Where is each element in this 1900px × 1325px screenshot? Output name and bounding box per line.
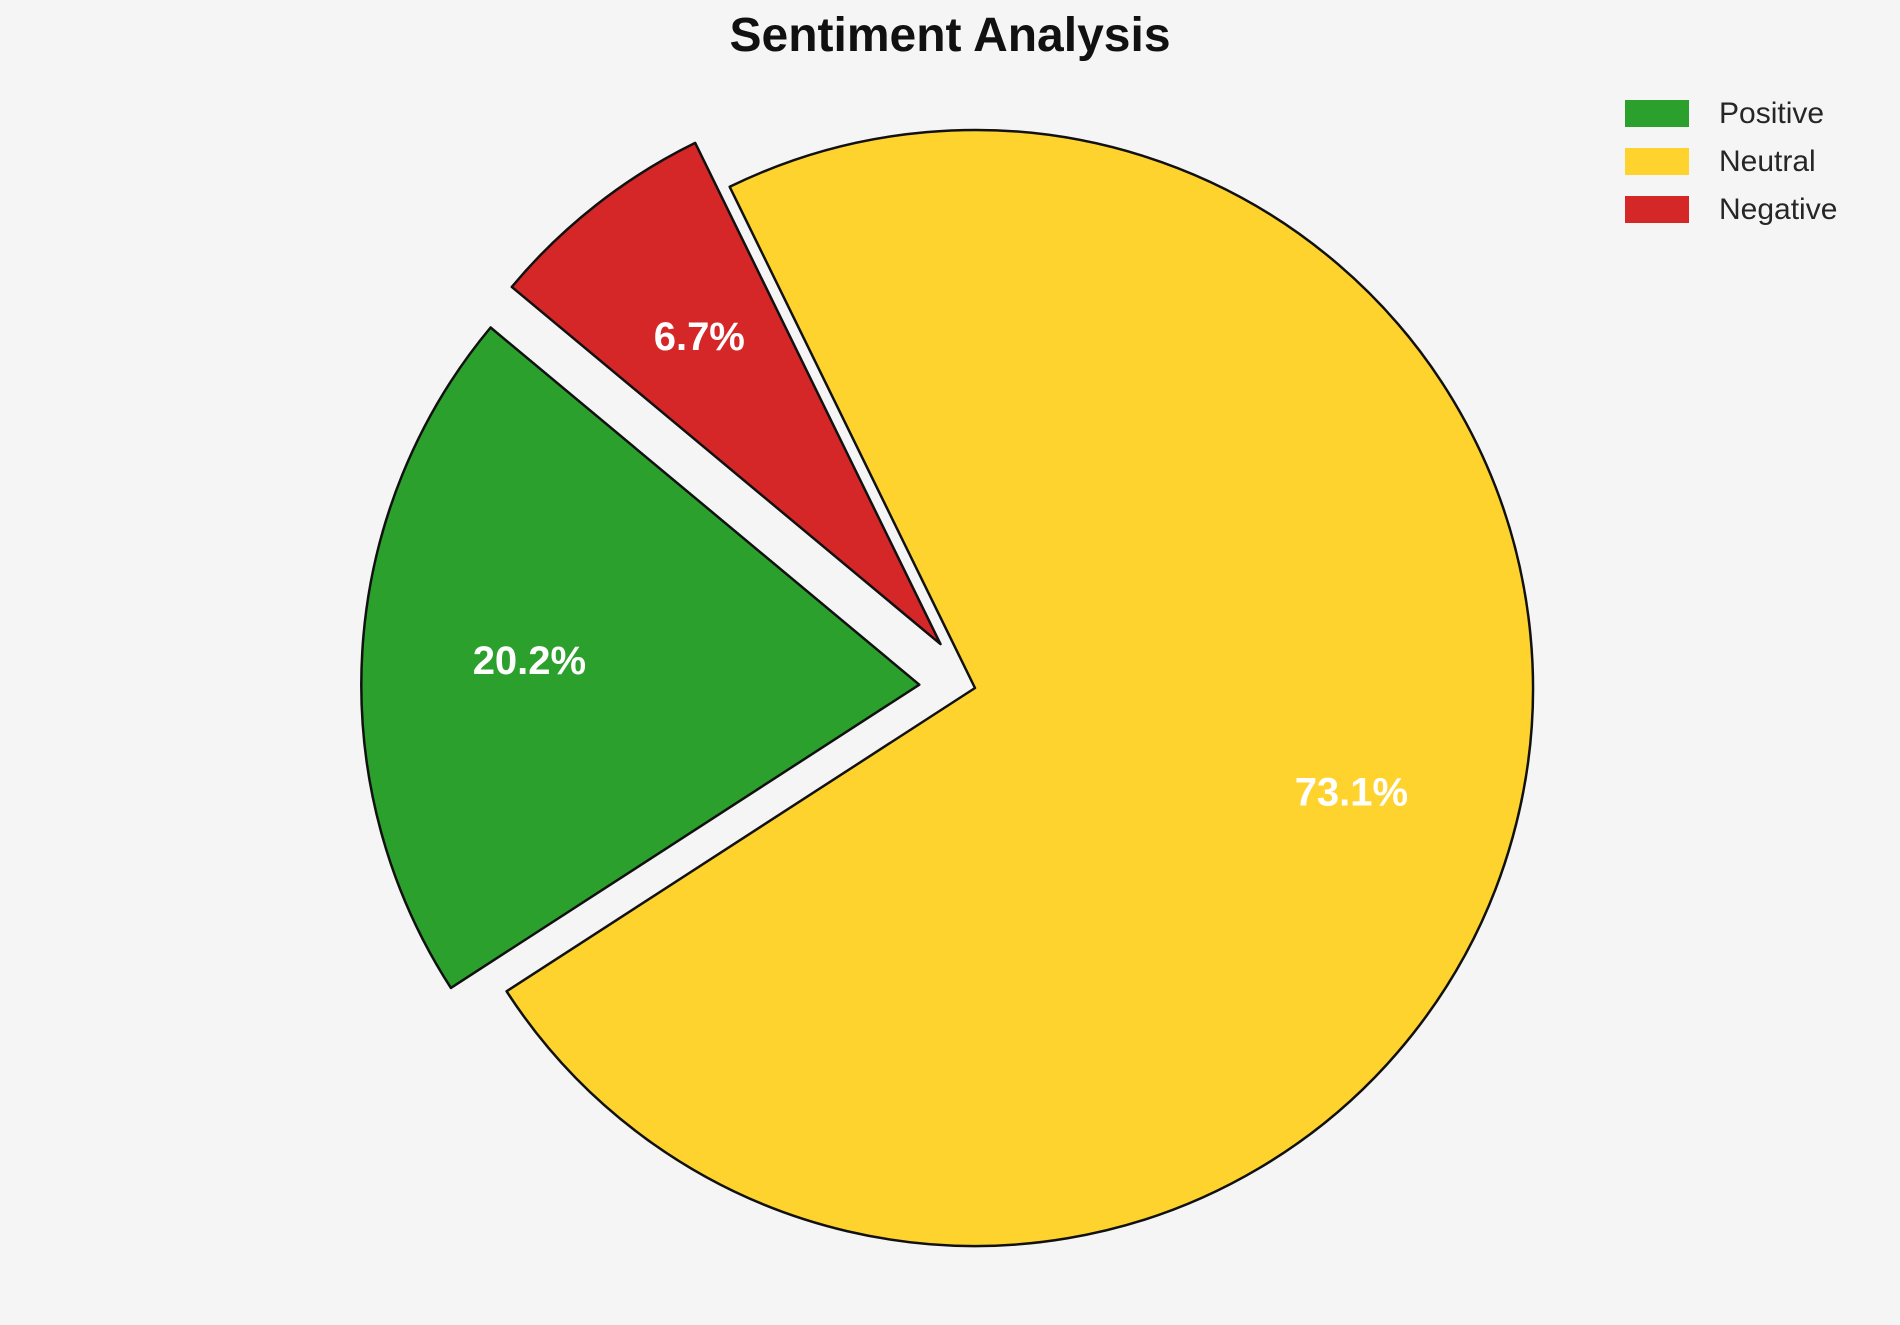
legend-item-positive: Positive	[1625, 97, 1837, 130]
chart-title: Sentiment Analysis	[729, 9, 1171, 62]
legend-label: Neutral	[1719, 144, 1816, 178]
pie-slice-negative	[510, 141, 942, 646]
legend-item-negative: Negative	[1625, 193, 1837, 226]
pie-slice-positive	[360, 326, 921, 990]
legend: Positive Neutral Negative	[1625, 97, 1837, 244]
legend-swatch-negative	[1625, 196, 1689, 223]
pct-label-neutral: 73.1%	[1295, 770, 1408, 814]
legend-label: Positive	[1719, 96, 1825, 130]
legend-swatch-positive	[1625, 100, 1689, 127]
legend-item-neutral: Neutral	[1625, 145, 1837, 178]
pct-label-positive: 20.2%	[473, 639, 586, 683]
legend-swatch-neutral	[1625, 148, 1689, 175]
legend-label: Negative	[1719, 192, 1838, 226]
pie-slice-neutral	[505, 128, 1535, 1248]
pct-label-negative: 6.7%	[654, 315, 745, 359]
